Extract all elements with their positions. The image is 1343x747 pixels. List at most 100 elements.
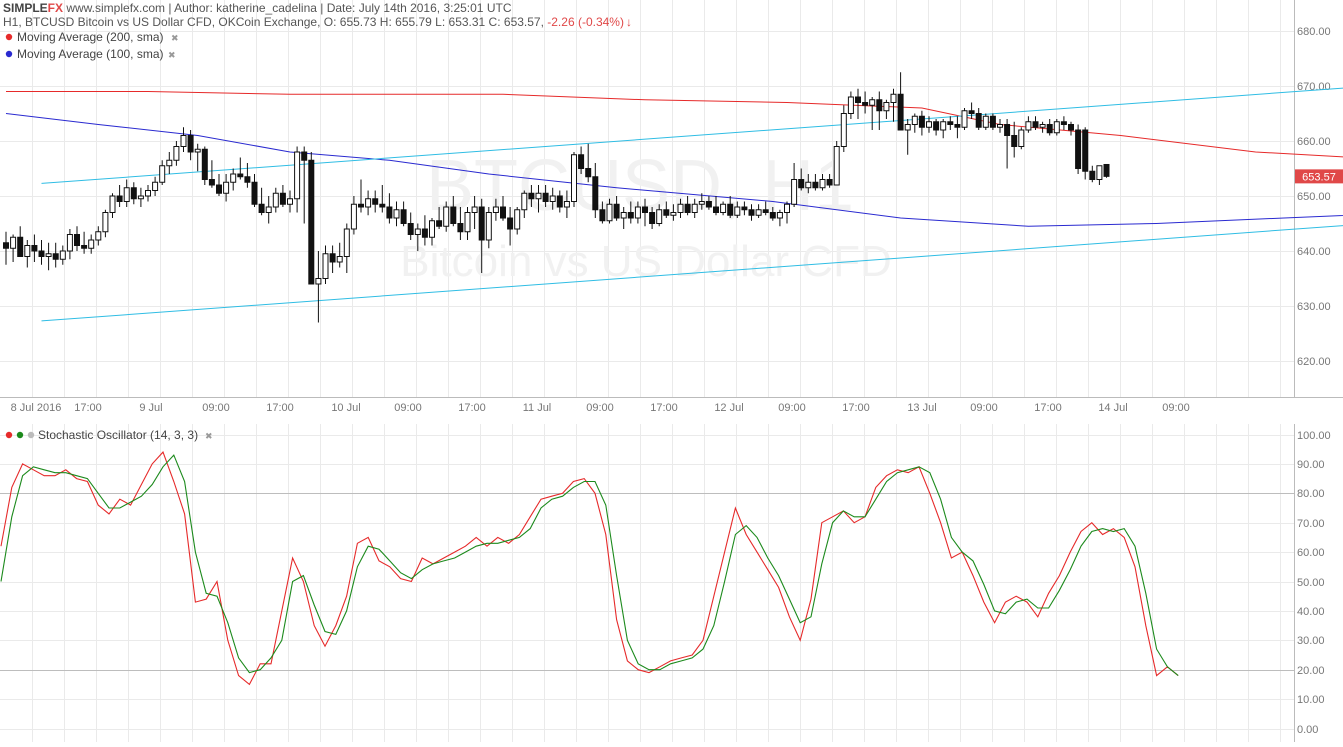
price-tick-label: 680.00 xyxy=(1297,26,1331,38)
candle-body-up xyxy=(351,204,356,229)
time-tick-label: 09:00 xyxy=(778,402,806,414)
candle-body-up xyxy=(67,235,72,252)
candle-body-down xyxy=(1033,122,1038,128)
osc-tick-label: 60.00 xyxy=(1297,547,1325,559)
osc-tick-label: 100.00 xyxy=(1297,430,1331,442)
candle xyxy=(983,114,988,131)
candle-body-down xyxy=(252,182,257,204)
candle-body-down xyxy=(742,207,747,210)
legend-dot-icon xyxy=(6,34,12,40)
candle-body-down xyxy=(451,207,456,224)
candle-body-up xyxy=(692,204,697,212)
candle-body-down xyxy=(600,210,605,221)
candle xyxy=(1054,119,1059,136)
price-tick-label: 650.00 xyxy=(1297,191,1331,203)
candle-body-down xyxy=(39,251,44,257)
candle-body-up xyxy=(288,199,293,205)
candle-body-up xyxy=(46,254,51,257)
candle-body-down xyxy=(586,169,591,177)
candle-body-down xyxy=(387,207,392,218)
time-tick-label: 17:00 xyxy=(458,402,486,414)
brand-simple: SIMPLE xyxy=(3,1,48,15)
osc-tick-label: 40.00 xyxy=(1297,606,1325,618)
candle-body-down xyxy=(501,207,506,218)
candle-body-down xyxy=(643,207,648,213)
candle-body-down xyxy=(685,204,690,212)
candle-body-up xyxy=(415,229,420,235)
candle-body-up xyxy=(998,125,1003,128)
candle-body-up xyxy=(124,188,129,202)
candle-body-up xyxy=(1054,122,1059,133)
legend-dot-icon xyxy=(17,432,23,438)
remove-indicator-icon[interactable]: ✖ xyxy=(168,50,176,60)
candle-body-up xyxy=(806,182,811,188)
candle-body-up xyxy=(699,202,704,205)
candle-body-down xyxy=(1076,130,1081,169)
candle-body-down xyxy=(955,125,960,128)
candle-body-up xyxy=(657,210,662,224)
legend-dot-icon xyxy=(6,51,12,57)
candle-body-up xyxy=(266,207,271,213)
candle xyxy=(962,108,967,130)
price-tick-label: 620.00 xyxy=(1297,356,1331,368)
candle xyxy=(1104,164,1109,178)
candle-body-up xyxy=(621,213,626,219)
candle-body-down xyxy=(628,213,633,219)
time-tick-label: 17:00 xyxy=(266,402,294,414)
candle-body-down xyxy=(437,221,442,227)
candle-body-down xyxy=(202,149,207,179)
candle-body-up xyxy=(273,193,278,207)
candle-body-up xyxy=(394,210,399,218)
candle-body-down xyxy=(188,136,193,153)
candle-body-up xyxy=(430,221,435,238)
candle-body-down xyxy=(131,188,136,199)
candle-body-down xyxy=(614,204,619,218)
candle-body-down xyxy=(4,243,9,249)
stoch-k-line xyxy=(1,452,1178,684)
candle-body-down xyxy=(664,210,669,216)
candle-body-up xyxy=(785,204,790,212)
price-tick-label: 640.00 xyxy=(1297,246,1331,258)
candle-body-down xyxy=(763,210,768,213)
candle-body-up xyxy=(366,199,371,207)
candle-body-down xyxy=(706,202,711,208)
candle-body-up xyxy=(962,111,967,128)
candle-body-up xyxy=(465,213,470,232)
remove-indicator-icon[interactable]: ✖ xyxy=(205,431,213,441)
osc-tick-label: 30.00 xyxy=(1297,635,1325,647)
candle-body-down xyxy=(856,97,861,103)
candle-body-down xyxy=(934,122,939,130)
remove-indicator-icon[interactable]: ✖ xyxy=(171,33,179,43)
candle-body-up xyxy=(905,125,910,131)
candle-body-up xyxy=(181,136,186,147)
candle-body-up xyxy=(912,116,917,124)
oscillator-panel: 0.0010.0020.0030.0040.0050.0060.0070.008… xyxy=(0,424,1331,742)
candle-body-down xyxy=(990,116,995,127)
candle-body-down xyxy=(529,193,534,199)
candle-body-up xyxy=(735,207,740,215)
candle-body-down xyxy=(75,235,80,246)
candle-body-down xyxy=(863,103,868,106)
legend-dot-icon xyxy=(28,432,34,438)
candle-body-up xyxy=(138,196,143,199)
candle-body-up xyxy=(316,279,321,285)
time-tick-label: 09:00 xyxy=(394,402,422,414)
candle-body-down xyxy=(877,100,882,111)
candle-body-down xyxy=(359,204,364,207)
candle-body-down xyxy=(217,185,222,193)
candle-body-up xyxy=(941,122,946,130)
osc-tick-label: 90.00 xyxy=(1297,459,1325,471)
candle-body-up xyxy=(848,97,853,114)
candle xyxy=(1019,127,1024,149)
candle-body-up xyxy=(777,213,782,219)
candle-body-down xyxy=(479,207,484,240)
candle-body-down xyxy=(1061,122,1066,125)
candle-body-up xyxy=(146,191,151,197)
brand-fx: FX xyxy=(48,1,63,15)
candle-body-down xyxy=(259,204,264,212)
candle-body-down xyxy=(813,182,818,188)
candle-body-up xyxy=(96,232,101,240)
candle-body-up xyxy=(25,246,30,257)
